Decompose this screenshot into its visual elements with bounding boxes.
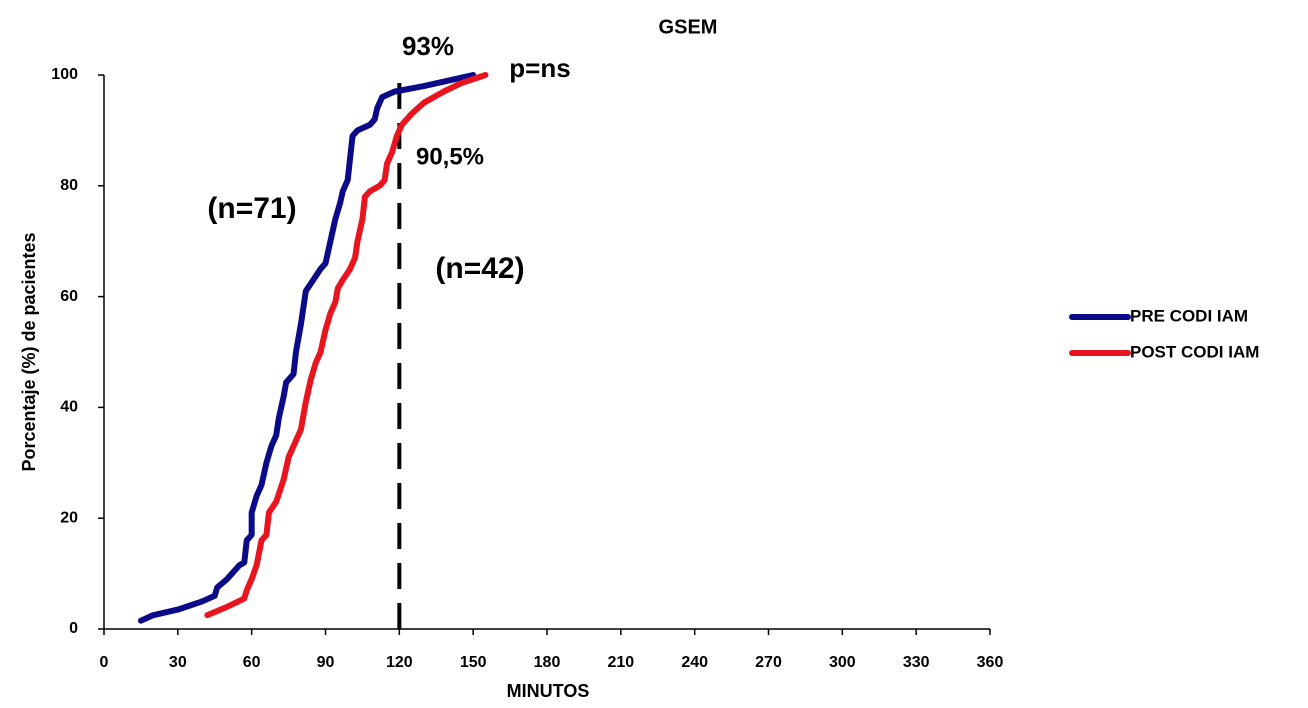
annotation: p=ns [509, 53, 570, 83]
legend-label: POST CODI IAM [1130, 342, 1259, 361]
data-line [137, 72, 477, 624]
annotation: 90,5% [416, 143, 484, 170]
x-tick-label: 150 [460, 654, 487, 671]
x-tick-label: 60 [243, 654, 261, 671]
x-tick-label: 300 [829, 654, 856, 671]
y-tick-label: 0 [69, 620, 78, 637]
data-line [204, 72, 489, 619]
y-tick-label: 60 [60, 288, 78, 305]
x-tick-label: 330 [903, 654, 930, 671]
x-tick-label: 180 [534, 654, 561, 671]
y-tick-label: 20 [60, 509, 78, 526]
annotation: (n=71) [207, 192, 296, 225]
annotation: 93% [402, 31, 454, 61]
y-tick-label: 100 [51, 66, 78, 83]
x-tick-label: 0 [100, 654, 109, 671]
x-tick-label: 240 [681, 654, 708, 671]
x-tick-label: 360 [977, 654, 1004, 671]
x-tick-label: 30 [169, 654, 187, 671]
annotation: (n=42) [435, 252, 524, 285]
x-tick-label: 90 [317, 654, 335, 671]
x-tick-label: 210 [607, 654, 634, 671]
x-tick-label: 270 [755, 654, 782, 671]
y-axis-title: Porcentaje (%) de pacientes [19, 232, 39, 471]
legend-label: PRE CODI IAM [1130, 306, 1248, 325]
y-tick-label: 80 [60, 177, 78, 194]
x-tick-label: 120 [386, 654, 413, 671]
x-axis-title: MINUTOS [507, 681, 590, 701]
chart-title: GSEM [659, 16, 718, 38]
y-tick-label: 40 [60, 399, 78, 416]
